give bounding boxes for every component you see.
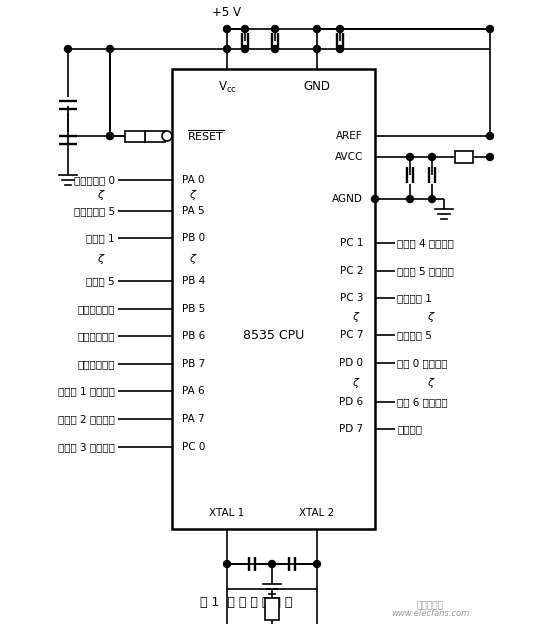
Text: ζ: ζ bbox=[189, 190, 195, 200]
Text: ζ: ζ bbox=[97, 190, 103, 200]
Text: 开关量 1: 开关量 1 bbox=[86, 233, 115, 243]
Bar bbox=[125, 130, 145, 142]
Text: 模拟量通道 5: 模拟量通道 5 bbox=[74, 206, 115, 216]
Circle shape bbox=[337, 46, 344, 52]
Circle shape bbox=[313, 46, 320, 52]
Circle shape bbox=[313, 560, 320, 567]
Circle shape bbox=[407, 195, 414, 203]
Circle shape bbox=[272, 46, 279, 52]
Text: ζ: ζ bbox=[427, 378, 433, 388]
Text: PB 7: PB 7 bbox=[182, 359, 205, 369]
Text: ζ: ζ bbox=[352, 378, 358, 388]
Text: PC 7: PC 7 bbox=[339, 330, 363, 340]
Text: 过流故障显示: 过流故障显示 bbox=[78, 331, 115, 341]
Text: GND: GND bbox=[304, 80, 331, 94]
Circle shape bbox=[272, 26, 279, 32]
Text: PB 5: PB 5 bbox=[182, 304, 205, 314]
Circle shape bbox=[162, 131, 172, 141]
Text: 条件标志 5: 条件标志 5 bbox=[397, 330, 432, 340]
Circle shape bbox=[224, 26, 230, 32]
Circle shape bbox=[407, 154, 414, 160]
Circle shape bbox=[106, 132, 113, 140]
Circle shape bbox=[428, 195, 435, 203]
Circle shape bbox=[487, 154, 494, 160]
Text: 单相故障显示: 单相故障显示 bbox=[78, 304, 115, 314]
Circle shape bbox=[106, 46, 113, 52]
Circle shape bbox=[268, 560, 275, 567]
Text: 主断输出: 主断输出 bbox=[397, 424, 422, 434]
Circle shape bbox=[224, 560, 230, 567]
Text: 通道 6 控制输出: 通道 6 控制输出 bbox=[397, 397, 447, 407]
Text: $\overline{\mathrm{RESET}}$: $\overline{\mathrm{RESET}}$ bbox=[187, 129, 225, 144]
Bar bbox=[145, 130, 165, 142]
Text: 图 1  系 统 主 电 路 图: 图 1 系 统 主 电 路 图 bbox=[200, 595, 292, 608]
Circle shape bbox=[242, 46, 249, 52]
Circle shape bbox=[242, 26, 249, 32]
Circle shape bbox=[487, 26, 494, 32]
Circle shape bbox=[337, 26, 344, 32]
Text: 开关量 5: 开关量 5 bbox=[86, 276, 115, 286]
Text: 开关量 4 故障显示: 开关量 4 故障显示 bbox=[397, 238, 454, 248]
Text: PC 1: PC 1 bbox=[339, 238, 363, 248]
Bar bbox=[172, 69, 375, 529]
Text: 开关量 1 故障显示: 开关量 1 故障显示 bbox=[58, 386, 115, 396]
Text: 开关量 2 故障显示: 开关量 2 故障显示 bbox=[58, 414, 115, 424]
Text: PD 6: PD 6 bbox=[339, 397, 363, 407]
Text: PC 3: PC 3 bbox=[339, 293, 363, 303]
Circle shape bbox=[428, 154, 435, 160]
Text: PA 0: PA 0 bbox=[182, 175, 205, 185]
Text: 短路故障显示: 短路故障显示 bbox=[78, 359, 115, 369]
Text: 开关量 5 故障显示: 开关量 5 故障显示 bbox=[397, 266, 454, 276]
Text: AVCC: AVCC bbox=[334, 152, 363, 162]
Text: www.elecfans.com: www.elecfans.com bbox=[391, 610, 469, 618]
Text: ζ: ζ bbox=[427, 311, 433, 321]
Text: +5 V: +5 V bbox=[212, 6, 242, 19]
Text: PA 7: PA 7 bbox=[182, 414, 205, 424]
Circle shape bbox=[487, 132, 494, 140]
Text: PB 0: PB 0 bbox=[182, 233, 205, 243]
Text: PB 4: PB 4 bbox=[182, 276, 205, 286]
Text: PD 7: PD 7 bbox=[339, 424, 363, 434]
Text: PA 6: PA 6 bbox=[182, 386, 205, 396]
Text: PA 5: PA 5 bbox=[182, 206, 205, 216]
Bar bbox=[265, 598, 279, 620]
Text: AGND: AGND bbox=[332, 194, 363, 204]
Text: PC 2: PC 2 bbox=[339, 266, 363, 276]
Text: ζ: ζ bbox=[352, 311, 358, 321]
Text: 条件标志 1: 条件标志 1 bbox=[397, 293, 432, 303]
Text: 8535 CPU: 8535 CPU bbox=[243, 329, 304, 343]
Text: 开关量 3 故障显示: 开关量 3 故障显示 bbox=[58, 442, 115, 452]
Circle shape bbox=[313, 26, 320, 32]
Text: XTAL 1: XTAL 1 bbox=[210, 508, 245, 518]
Text: V$_\mathregular{cc}$: V$_\mathregular{cc}$ bbox=[218, 79, 236, 95]
Text: PC 0: PC 0 bbox=[182, 442, 205, 452]
Text: AREF: AREF bbox=[336, 131, 363, 141]
Text: 模拟量通道 0: 模拟量通道 0 bbox=[74, 175, 115, 185]
Text: XTAL 2: XTAL 2 bbox=[299, 508, 334, 518]
Text: 通道 0 控制输出: 通道 0 控制输出 bbox=[397, 358, 447, 368]
Circle shape bbox=[65, 46, 72, 52]
Text: 电子发烧友: 电子发烧友 bbox=[416, 602, 444, 610]
Text: ζ: ζ bbox=[97, 255, 103, 265]
Bar bbox=[455, 151, 473, 163]
Text: PD 0: PD 0 bbox=[339, 358, 363, 368]
Circle shape bbox=[106, 132, 113, 140]
Text: ζ: ζ bbox=[189, 255, 195, 265]
Circle shape bbox=[371, 195, 378, 203]
Circle shape bbox=[224, 46, 230, 52]
Text: PB 6: PB 6 bbox=[182, 331, 205, 341]
